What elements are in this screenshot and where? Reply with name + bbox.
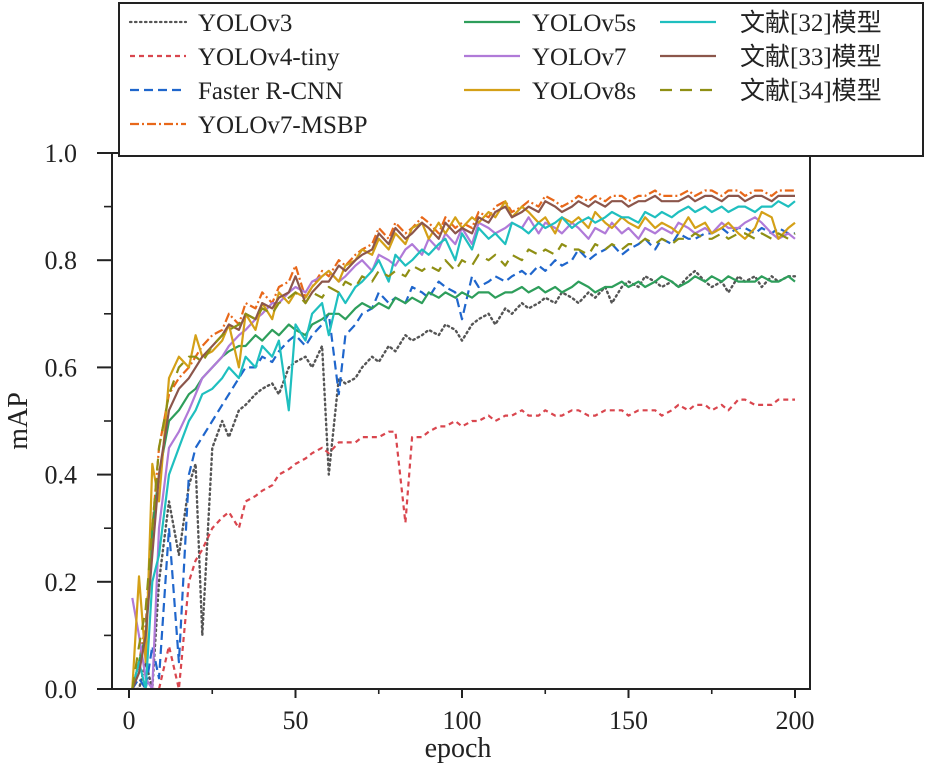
x-axis: 0 50 100 150 200	[123, 689, 815, 735]
y-tick-label: 0.8	[45, 246, 78, 275]
x-tick-label: 50	[283, 706, 309, 735]
series-line-1	[131, 269, 797, 689]
legend-label-1: YOLOv3	[198, 10, 292, 37]
plot-lines	[131, 189, 797, 689]
legend-label-6: YOLOv7	[532, 44, 626, 71]
series-line-9	[131, 194, 795, 689]
y-tick-label: 0.4	[45, 461, 78, 490]
y-axis-label: mAP	[3, 392, 34, 450]
y-tick-label: 0.0	[45, 675, 78, 704]
series-line-2	[132, 398, 795, 689]
y-tick-label: 1.0	[45, 139, 78, 168]
series-line-10	[131, 232, 796, 689]
legend-label-5: YOLOv5s	[532, 10, 636, 37]
y-tick-label: 0.6	[45, 353, 78, 382]
x-tick-label: 150	[609, 706, 648, 735]
legend-label-7: YOLOv8s	[532, 78, 636, 105]
y-tick-label: 0.2	[45, 568, 78, 597]
x-tick-label: 100	[443, 706, 482, 735]
series-line-4	[131, 189, 795, 689]
series-line-8	[131, 200, 796, 689]
legend-label-3: Faster R-CNN	[198, 78, 343, 105]
x-tick-label: 200	[776, 706, 815, 735]
legend: YOLOv3 YOLOv4-tiny Faster R-CNN YOLOv7-MSBP…	[118, 2, 924, 157]
legend-box	[118, 2, 924, 157]
legend-label-4: YOLOv7-MSBP	[198, 112, 367, 139]
legend-label-8: 文献[32]模型	[740, 9, 882, 37]
x-tick-label: 0	[123, 706, 136, 735]
legend-label-10: 文献[34]模型	[740, 77, 882, 105]
legend-label-9: 文献[33]模型	[740, 43, 882, 71]
x-axis-label: epoch	[425, 733, 492, 764]
legend-label-2: YOLOv4-tiny	[198, 44, 340, 71]
y-axis: 0.0 0.2 0.4 0.6 0.8 1.0	[45, 139, 112, 704]
